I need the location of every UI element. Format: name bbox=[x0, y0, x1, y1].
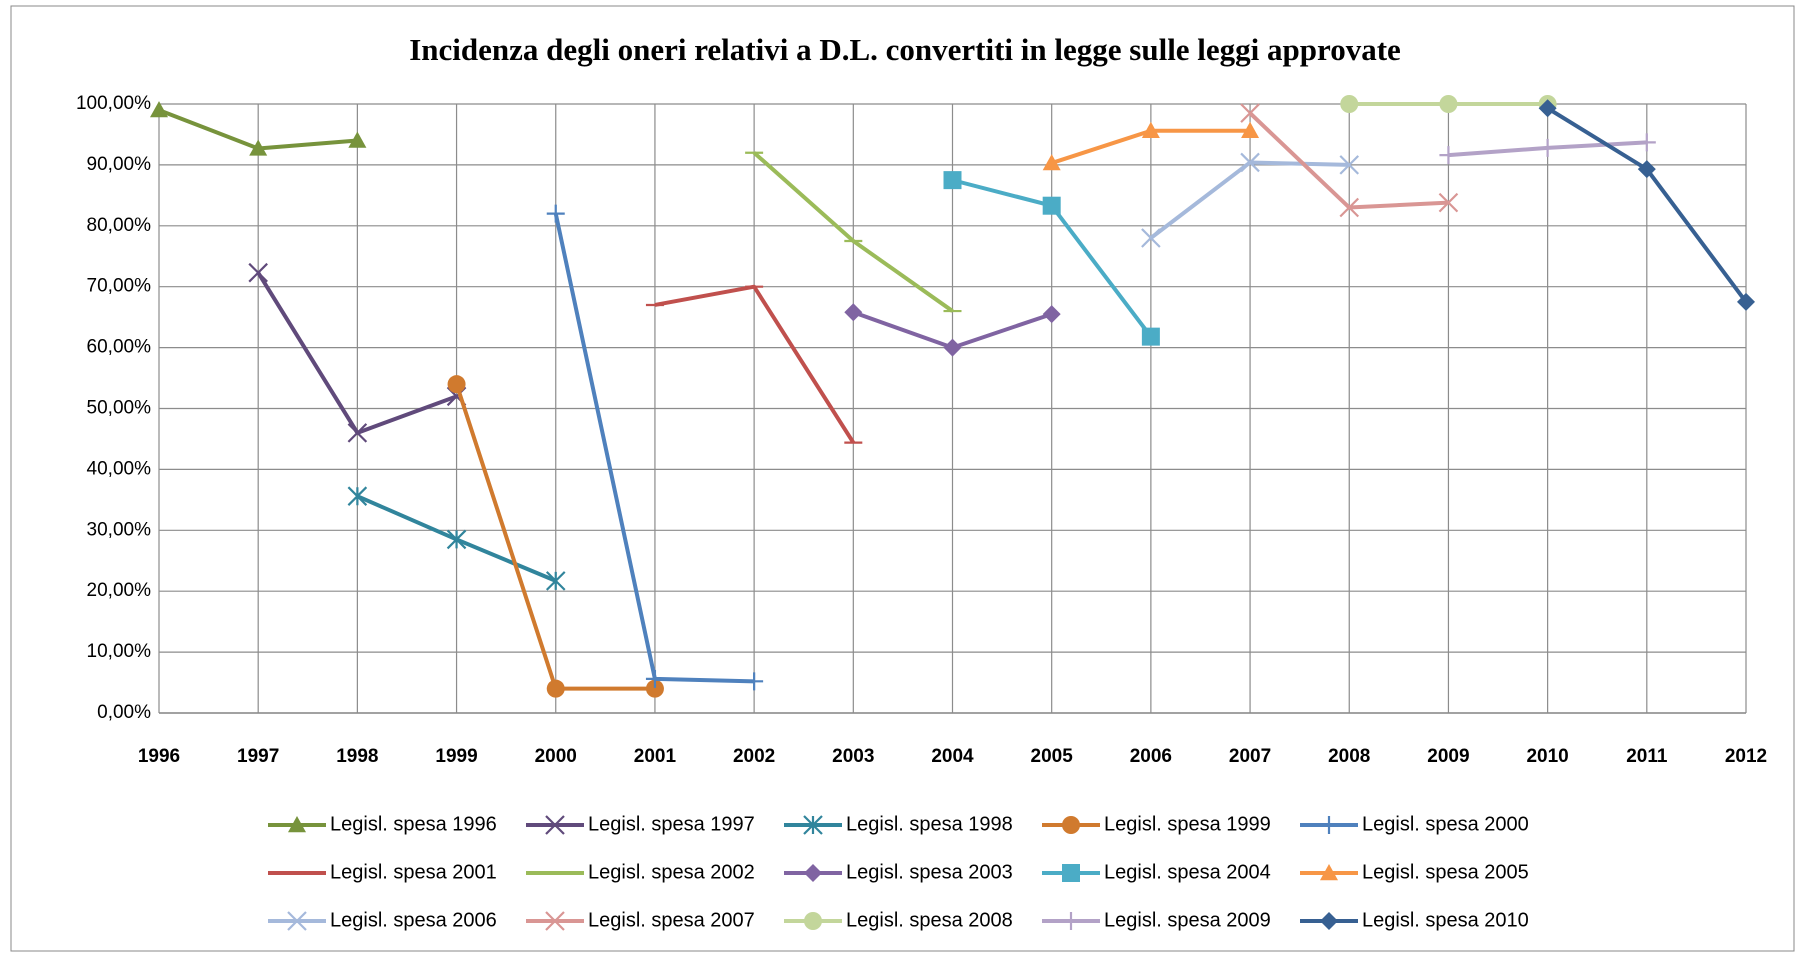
marker bbox=[546, 679, 565, 698]
y-tick-label: 70,00% bbox=[87, 276, 152, 297]
y-tick-label: 90,00% bbox=[87, 154, 152, 175]
marker bbox=[249, 139, 268, 156]
marker bbox=[1320, 912, 1338, 930]
legend-label: Legisl. spesa 1997 bbox=[588, 813, 755, 835]
x-tick-label: 2000 bbox=[535, 746, 577, 767]
marker bbox=[546, 204, 565, 223]
marker bbox=[545, 815, 565, 835]
marker bbox=[1062, 912, 1080, 930]
marker bbox=[545, 571, 566, 591]
legend-label: Legisl. spesa 2004 bbox=[1104, 861, 1271, 883]
marker bbox=[1042, 154, 1061, 171]
marker bbox=[446, 529, 467, 550]
chart-title: Incidenza degli oneri relativi a D.L. co… bbox=[409, 32, 1401, 67]
x-tick-label: 2006 bbox=[1130, 746, 1172, 767]
marker bbox=[347, 423, 368, 443]
chart-border bbox=[10, 5, 1795, 952]
y-tick-label: 80,00% bbox=[87, 215, 152, 236]
marker bbox=[1141, 327, 1160, 346]
legend-label: Legisl. spesa 2008 bbox=[846, 909, 1013, 931]
marker bbox=[248, 262, 268, 283]
marker bbox=[1320, 816, 1338, 834]
marker bbox=[1141, 121, 1160, 138]
marker bbox=[1062, 864, 1080, 882]
marker bbox=[844, 303, 863, 322]
marker bbox=[943, 338, 962, 357]
marker bbox=[804, 864, 822, 882]
legend-label: Legisl. spesa 2007 bbox=[588, 909, 755, 931]
legend-label: Legisl. spesa 2000 bbox=[1362, 813, 1529, 835]
legend-label: Legisl. spesa 1998 bbox=[846, 813, 1013, 835]
y-tick-label: 100,00% bbox=[76, 93, 151, 114]
x-tick-label: 2010 bbox=[1526, 746, 1568, 767]
marker bbox=[287, 911, 307, 931]
marker bbox=[1339, 155, 1360, 175]
marker bbox=[1439, 95, 1458, 113]
marker bbox=[1439, 146, 1458, 165]
y-tick-label: 60,00% bbox=[87, 337, 152, 358]
marker bbox=[1241, 121, 1260, 138]
x-tick-label: 1999 bbox=[435, 746, 477, 767]
x-tick-label: 2003 bbox=[832, 746, 874, 767]
x-tick-label: 2005 bbox=[1031, 746, 1074, 767]
marker bbox=[1340, 95, 1359, 113]
marker bbox=[745, 672, 764, 691]
x-tick-label: 2012 bbox=[1725, 746, 1767, 767]
legend-label: Legisl. spesa 2001 bbox=[330, 861, 497, 883]
marker bbox=[645, 669, 664, 688]
marker bbox=[1240, 152, 1260, 173]
marker bbox=[1320, 864, 1338, 881]
y-tick-label: 50,00% bbox=[87, 398, 152, 419]
y-tick-label: 0,00% bbox=[97, 702, 151, 723]
legend-label: Legisl. spesa 1996 bbox=[330, 813, 497, 835]
x-tick-label: 2001 bbox=[634, 746, 677, 767]
legend-label: Legisl. spesa 2005 bbox=[1362, 861, 1529, 883]
x-tick-label: 1998 bbox=[336, 746, 378, 767]
marker bbox=[803, 815, 823, 835]
marker bbox=[447, 375, 466, 394]
marker bbox=[1042, 305, 1061, 324]
x-tick-label: 2009 bbox=[1427, 746, 1469, 767]
y-tick-label: 40,00% bbox=[87, 458, 152, 479]
marker bbox=[1141, 228, 1161, 248]
marker bbox=[1737, 292, 1755, 311]
x-tick-label: 2004 bbox=[931, 746, 974, 767]
legend-label: Legisl. spesa 2003 bbox=[846, 861, 1013, 883]
marker bbox=[1637, 160, 1656, 179]
marker bbox=[1538, 99, 1557, 118]
y-tick-label: 30,00% bbox=[87, 519, 152, 540]
marker bbox=[645, 679, 664, 698]
legend-label: Legisl. spesa 2009 bbox=[1104, 909, 1271, 931]
x-tick-label: 2007 bbox=[1229, 746, 1271, 767]
marker bbox=[150, 101, 168, 118]
marker bbox=[1240, 103, 1260, 123]
marker bbox=[804, 912, 822, 930]
marker bbox=[348, 131, 367, 148]
marker bbox=[1538, 138, 1557, 157]
marker bbox=[1042, 196, 1061, 215]
legend-label: Legisl. spesa 2006 bbox=[330, 909, 497, 931]
marker bbox=[943, 171, 962, 190]
x-tick-label: 2008 bbox=[1328, 746, 1370, 767]
marker bbox=[1339, 197, 1360, 218]
y-tick-label: 20,00% bbox=[87, 580, 152, 601]
y-tick-label: 10,00% bbox=[87, 641, 152, 662]
marker bbox=[1062, 816, 1080, 834]
x-tick-label: 2011 bbox=[1626, 746, 1668, 767]
x-tick-label: 1997 bbox=[237, 746, 279, 767]
marker bbox=[1438, 192, 1459, 213]
x-tick-label: 2002 bbox=[733, 746, 775, 767]
marker bbox=[288, 816, 306, 833]
legend-label: Legisl. spesa 2010 bbox=[1362, 909, 1529, 931]
marker bbox=[1637, 133, 1656, 152]
x-tick-label: 1996 bbox=[138, 746, 180, 767]
legend-label: Legisl. spesa 1999 bbox=[1104, 813, 1271, 835]
legend-label: Legisl. spesa 2002 bbox=[588, 861, 755, 883]
marker bbox=[347, 486, 368, 506]
marker bbox=[545, 911, 565, 931]
